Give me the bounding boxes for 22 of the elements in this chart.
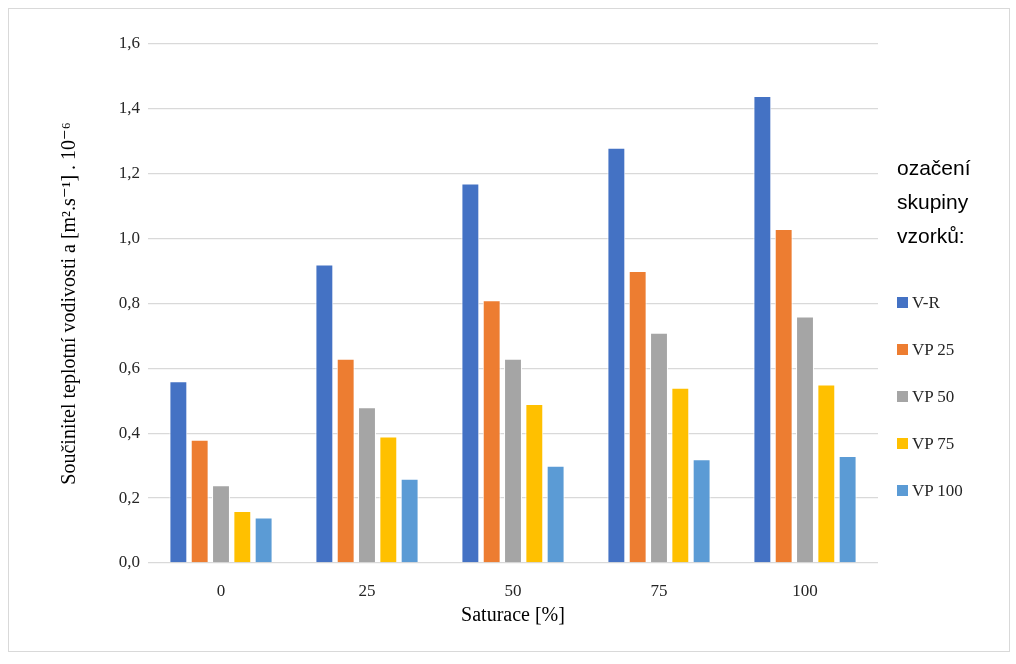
legend-label: V-R	[912, 292, 940, 313]
x-tick-label: 25	[358, 580, 376, 600]
y-tick-label: 0,2	[118, 487, 140, 507]
x-tick-label: 100	[792, 580, 818, 600]
x-tick-label: 0	[216, 580, 226, 600]
y-tick-label: 1,0	[118, 228, 140, 248]
legend-label: VP 50	[912, 386, 955, 407]
legend-label: VP 100	[912, 480, 963, 501]
legend-label: VP 75	[912, 433, 955, 454]
y-axis-title: Součinitel teplotní vodivosti a [m².s⁻¹] . 10⁻⁶	[57, 122, 81, 485]
y-tick-label: 0,4	[118, 422, 141, 442]
y-tick-label: 0,6	[118, 357, 140, 377]
legend-label: VP 25	[912, 339, 955, 360]
x-tick-label: 50	[504, 580, 522, 600]
x-tick-label: 75	[650, 580, 668, 600]
y-tick-label: 1,2	[118, 163, 140, 183]
legend-title: ozačení skupiny vzorků:	[897, 155, 972, 249]
y-tick-label: 1,4	[118, 98, 141, 118]
y-tick-label: 0,8	[118, 292, 140, 312]
x-axis-title: Saturace [%]	[461, 603, 565, 626]
y-tick-label: 0,0	[118, 552, 140, 572]
y-tick-label: 1,6	[118, 33, 140, 53]
